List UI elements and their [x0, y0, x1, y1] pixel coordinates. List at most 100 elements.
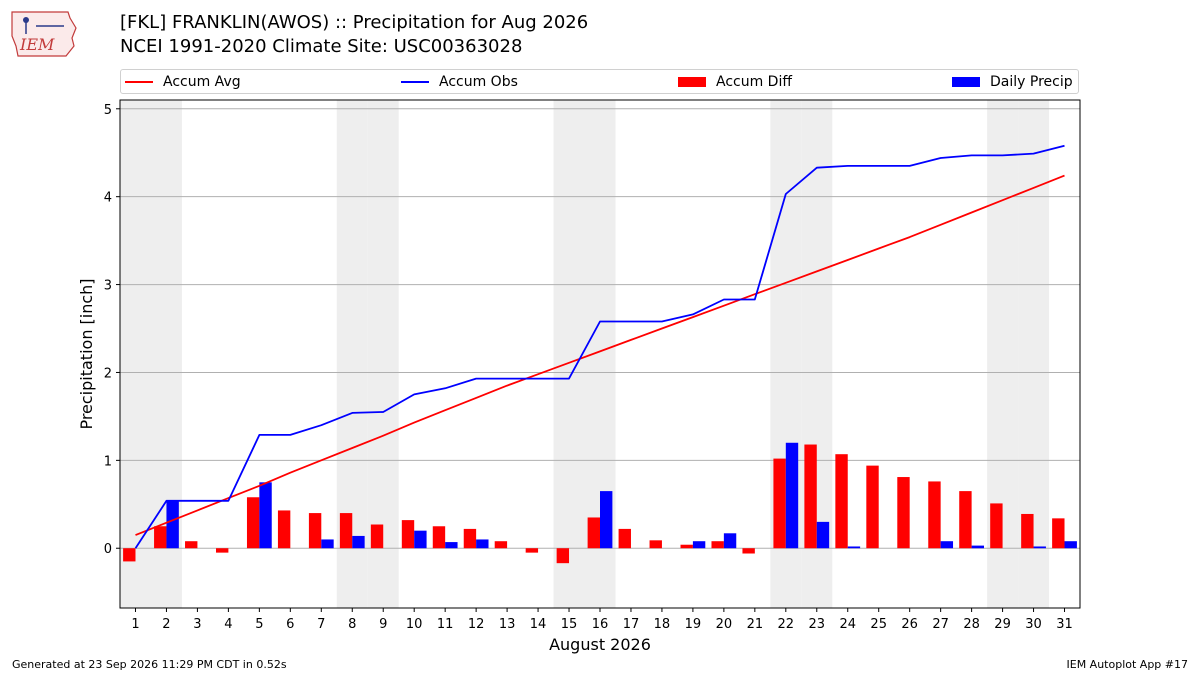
bar-daily-precip-day-28: [971, 545, 984, 549]
x-tick-label-6: 6: [286, 617, 294, 632]
legend-swatch-daily-precip: [952, 77, 980, 87]
bar-daily-precip-day-30: [1033, 546, 1046, 549]
bar-accum-diff-day-12: [463, 528, 477, 549]
bar-accum-diff-day-22: [773, 458, 786, 549]
x-tick-label-30: 30: [1025, 617, 1042, 632]
bar-accum-diff-day-19: [680, 544, 693, 549]
chart-title: [FKL] FRANKLIN(AWOS) :: Precipitation fo…: [120, 12, 589, 33]
bar-accum-diff-day-25: [866, 465, 879, 549]
weekend-shade-day-9: [367, 100, 399, 608]
x-tick-label-27: 27: [932, 617, 949, 632]
x-tick-label-26: 26: [901, 617, 918, 632]
iem-logo: IEM: [11, 11, 77, 57]
bar-daily-precip-day-8: [352, 535, 365, 549]
x-tick-label-16: 16: [592, 617, 609, 632]
y-tick-label-1: 1: [104, 454, 112, 469]
x-tick-label-4: 4: [224, 617, 232, 632]
x-tick-label-24: 24: [839, 617, 856, 632]
bar-accum-diff-day-15: [556, 548, 570, 564]
bar-accum-diff-day-31: [1052, 518, 1065, 549]
bar-daily-precip-day-19: [692, 541, 706, 549]
x-tick-label-8: 8: [348, 617, 356, 632]
y-tick-label-2: 2: [104, 366, 112, 381]
x-tick-label-21: 21: [747, 617, 764, 632]
bar-daily-precip-day-10: [414, 530, 427, 549]
y-tick-label-5: 5: [104, 103, 112, 118]
bar-accum-diff-day-30: [1021, 513, 1034, 549]
bar-accum-diff-day-10: [401, 520, 415, 549]
x-tick-label-20: 20: [716, 617, 733, 632]
bar-accum-diff-day-28: [959, 491, 972, 549]
bar-accum-diff-day-20: [711, 541, 724, 549]
legend-swatch-accum-diff: [678, 77, 706, 87]
legend-label-accum-avg: Accum Avg: [163, 74, 241, 90]
x-axis-label: August 2026: [549, 635, 651, 654]
x-tick-label-7: 7: [317, 617, 325, 632]
generated-timestamp: Generated at 23 Sep 2026 11:29 PM CDT in…: [12, 658, 287, 671]
x-tick-label-22: 22: [778, 617, 795, 632]
bar-daily-precip-day-22: [785, 442, 799, 549]
logo-text: IEM: [19, 35, 55, 54]
bar-daily-precip-day-11: [445, 542, 458, 549]
line-accum-avg: [135, 174, 1065, 536]
bar-accum-diff-day-14: [525, 548, 539, 553]
legend-item-accum-diff: Accum Diff: [678, 74, 792, 91]
weekend-shade-day-15: [553, 100, 585, 608]
legend-label-accum-diff: Accum Diff: [716, 74, 793, 90]
bar-daily-precip-day-12: [476, 539, 489, 549]
bar-accum-diff-day-21: [742, 548, 755, 554]
app-credit: IEM Autoplot App #17: [1066, 658, 1189, 671]
x-tick-label-23: 23: [809, 617, 826, 632]
legend-label-daily-precip: Daily Precip: [990, 74, 1073, 90]
x-tick-label-13: 13: [499, 617, 516, 632]
bar-daily-precip-day-16: [600, 491, 613, 549]
bar-accum-diff-day-9: [370, 524, 384, 549]
bar-accum-diff-day-17: [618, 528, 631, 549]
y-axis-label: Precipitation [inch]: [77, 278, 96, 429]
x-tick-label-5: 5: [255, 617, 263, 632]
bar-accum-diff-day-16: [587, 517, 600, 549]
x-tick-label-14: 14: [530, 617, 547, 632]
chart-legend: Accum Avg Accum Obs Accum Diff Daily Pre…: [120, 69, 1079, 94]
bar-daily-precip-day-24: [847, 546, 861, 549]
legend-swatch-accum-obs: [401, 81, 429, 83]
legend-label-accum-obs: Accum Obs: [439, 74, 518, 90]
x-tick-label-28: 28: [963, 617, 980, 632]
bar-accum-diff-day-4: [216, 548, 229, 553]
line-accum-obs: [134, 144, 1065, 549]
legend-swatch-accum-avg: [125, 81, 153, 83]
chart-subtitle: NCEI 1991-2020 Climate Site: USC00363028: [120, 36, 523, 57]
bar-daily-precip-day-27: [940, 541, 954, 549]
bar-accum-diff-day-27: [928, 481, 941, 549]
bar-accum-diff-day-1: [123, 548, 136, 562]
x-tick-label-15: 15: [561, 617, 578, 632]
x-tick-label-3: 3: [193, 617, 201, 632]
iowa-outline-shape: [11, 11, 77, 57]
bar-accum-diff-day-3: [185, 541, 198, 549]
x-tick-label-12: 12: [468, 617, 485, 632]
y-tick-label-3: 3: [104, 279, 112, 294]
bar-accum-diff-day-29: [990, 503, 1003, 549]
bar-accum-diff-day-2: [154, 526, 167, 549]
legend-item-accum-avg: Accum Avg: [125, 74, 241, 91]
y-tick-label-0: 0: [104, 542, 112, 557]
bar-accum-diff-day-26: [897, 477, 910, 549]
bar-accum-diff-day-8: [339, 513, 353, 549]
legend-item-accum-obs: Accum Obs: [401, 74, 518, 91]
y-tick-label-4: 4: [104, 191, 112, 206]
x-tick-label-19: 19: [685, 617, 702, 632]
bar-accum-diff-day-5: [246, 497, 260, 549]
x-tick-label-29: 29: [994, 617, 1011, 632]
bar-daily-precip-day-31: [1064, 541, 1077, 549]
bar-daily-precip-day-20: [723, 533, 737, 549]
legend-item-daily-precip: Daily Precip: [952, 74, 1073, 91]
x-tick-label-18: 18: [654, 617, 671, 632]
bar-daily-precip-day-5: [259, 482, 272, 549]
bar-accum-diff-day-18: [649, 540, 662, 549]
x-tick-label-1: 1: [131, 617, 139, 632]
x-tick-label-2: 2: [162, 617, 170, 632]
bar-daily-precip-day-23: [816, 521, 830, 549]
x-tick-label-10: 10: [406, 617, 423, 632]
x-tick-label-17: 17: [623, 617, 640, 632]
